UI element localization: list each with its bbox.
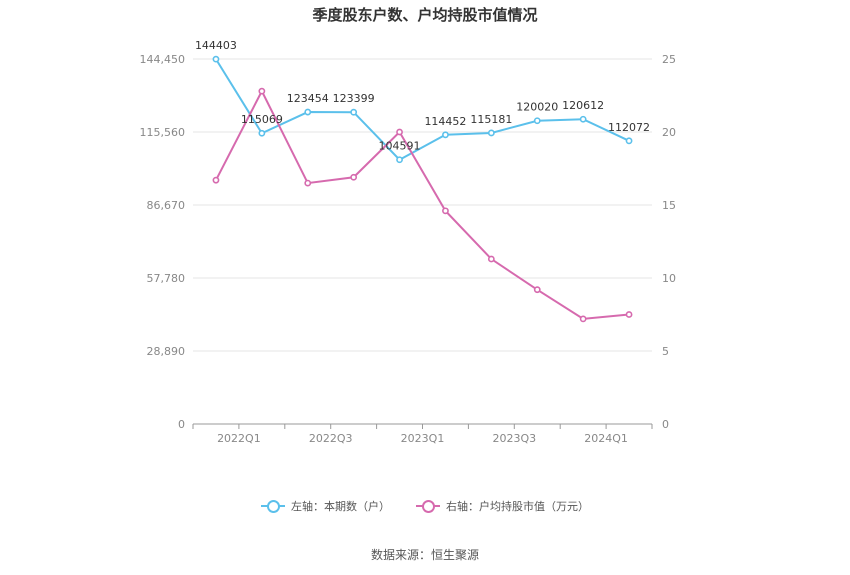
- y-right-tick-label: 10: [662, 272, 676, 285]
- series-line-1: [215, 88, 630, 320]
- data-source: 数据来源：恒生聚源: [370, 548, 479, 562]
- grid-lines: [193, 58, 652, 352]
- y-right-tick-label: 20: [662, 126, 676, 139]
- data-label: 115181: [470, 113, 512, 126]
- data-label: 112072: [608, 121, 650, 134]
- x-tick-label: 2023Q1: [401, 432, 445, 445]
- data-label: 120612: [562, 99, 604, 112]
- data-label: 120020: [516, 101, 558, 114]
- data-point[interactable]: [258, 87, 266, 95]
- data-point[interactable]: [533, 286, 541, 294]
- y-left-tick-label: 57,780: [147, 272, 186, 285]
- x-tick-label: 2022Q1: [217, 432, 261, 445]
- data-point[interactable]: [396, 128, 403, 136]
- legend-label-households: 左轴：本期数（户）: [291, 500, 390, 513]
- data-label: 114452: [424, 115, 466, 128]
- legend-swatch-avg-value: [416, 499, 440, 513]
- data-label: 104591: [379, 140, 421, 153]
- data-label: 144403: [195, 39, 237, 52]
- data-point[interactable]: [212, 55, 220, 63]
- data-point[interactable]: [625, 311, 633, 318]
- legend-item-avg-value[interactable]: 右轴：户均持股市值（万元）: [416, 498, 589, 514]
- data-label: 123454: [287, 92, 329, 105]
- data-point[interactable]: [212, 176, 220, 184]
- y-left-tick-label: 28,890: [147, 345, 186, 358]
- y-right-tick-label: 5: [662, 345, 669, 358]
- y-left-tick-label: 86,670: [147, 199, 186, 212]
- y-left-tick-label: 144,450: [140, 53, 186, 66]
- data-point[interactable]: [579, 115, 587, 123]
- data-point[interactable]: [579, 315, 587, 323]
- y-right-tick-label: 0: [662, 418, 669, 431]
- data-point[interactable]: [350, 173, 358, 181]
- legend-item-households[interactable]: 左轴：本期数（户）: [261, 498, 390, 514]
- data-point[interactable]: [442, 131, 449, 139]
- y-left-tick-label: 115,560: [140, 126, 186, 139]
- data-point[interactable]: [350, 108, 358, 116]
- data-point[interactable]: [304, 179, 312, 187]
- data-point[interactable]: [487, 129, 495, 137]
- legend-swatch-households: [261, 499, 285, 513]
- data-point[interactable]: [442, 207, 449, 215]
- series-lines: [212, 55, 633, 323]
- data-point[interactable]: [533, 117, 541, 125]
- y-right-tick-label: 15: [662, 199, 676, 212]
- data-point[interactable]: [625, 137, 633, 145]
- data-label: 123399: [333, 92, 375, 105]
- legend: 左轴：本期数（户） 右轴：户均持股市值（万元）: [0, 498, 850, 514]
- series-line-0: [215, 58, 630, 161]
- y-left-tick-label: 0: [178, 418, 185, 431]
- y-right-tick-label: 25: [662, 53, 676, 66]
- data-point[interactable]: [396, 156, 403, 164]
- legend-label-avg-value: 右轴：户均持股市值（万元）: [446, 500, 589, 513]
- data-point[interactable]: [487, 255, 495, 263]
- data-label: 115069: [241, 113, 283, 126]
- data-point[interactable]: [304, 108, 312, 116]
- x-tick-label: 2024Q1: [584, 432, 628, 445]
- x-tick-label: 2023Q3: [492, 432, 536, 445]
- axes: 0 0 28,890 5 57,780 10 86,670 15 115,560 20 144,45…: [140, 53, 677, 445]
- data-point[interactable]: [258, 129, 266, 137]
- x-tick-label: 2022Q3: [309, 432, 353, 445]
- chart-title: 季度股东户数、户均持股市值情况: [312, 6, 538, 24]
